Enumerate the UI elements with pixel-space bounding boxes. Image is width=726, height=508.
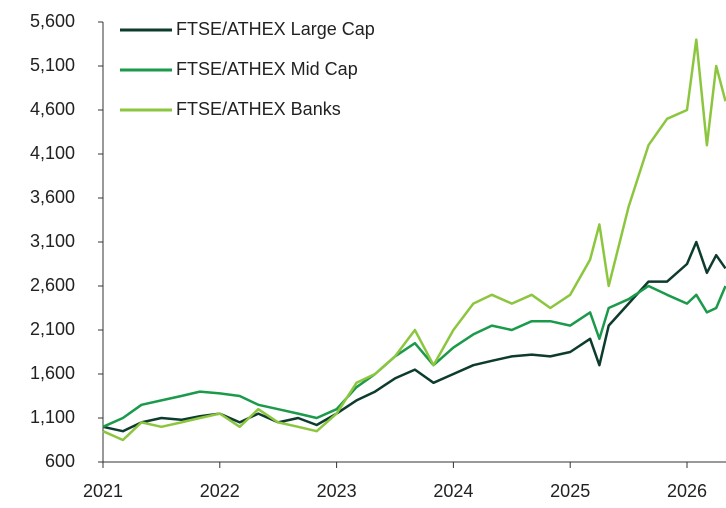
- y-tick-label: 5,600: [30, 11, 75, 31]
- series-line: [102, 284, 726, 428]
- x-tick-label: 2025: [550, 481, 590, 501]
- legend-label: FTSE/ATHEX Mid Cap: [176, 59, 358, 79]
- y-tick-label: 1,600: [30, 363, 75, 383]
- legend-label: FTSE/ATHEX Banks: [176, 99, 341, 119]
- y-tick-label: 4,100: [30, 143, 75, 163]
- series-line: [102, 38, 726, 442]
- y-tick-label: 2,600: [30, 275, 75, 295]
- x-tick-label: 2021: [83, 481, 123, 501]
- y-tick-label: 3,600: [30, 187, 75, 207]
- x-tick-label: 2022: [200, 481, 240, 501]
- y-tick-label: 3,100: [30, 231, 75, 251]
- y-tick-label: 5,100: [30, 55, 75, 75]
- series-line: [102, 240, 726, 433]
- y-tick-label: 1,100: [30, 407, 75, 427]
- x-tick-label: 2023: [317, 481, 357, 501]
- y-tick-label: 4,600: [30, 99, 75, 119]
- y-tick-label: 600: [45, 451, 75, 471]
- x-tick-label: 2026: [667, 481, 707, 501]
- y-tick-label: 2,100: [30, 319, 75, 339]
- x-tick-label: 2024: [433, 481, 473, 501]
- legend-label: FTSE/ATHEX Large Cap: [176, 19, 375, 39]
